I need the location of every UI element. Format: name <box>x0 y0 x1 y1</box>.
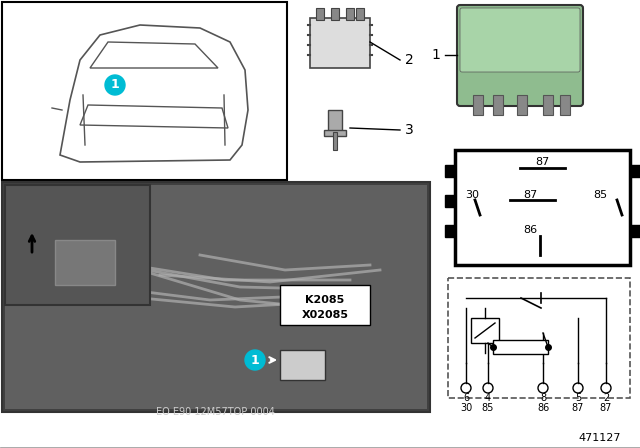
Bar <box>455 150 630 265</box>
Bar <box>445 195 455 207</box>
Text: 87: 87 <box>600 403 612 413</box>
Bar <box>471 318 499 343</box>
Bar <box>445 225 455 237</box>
Text: 4: 4 <box>485 393 491 403</box>
Bar <box>5 185 427 409</box>
FancyBboxPatch shape <box>460 8 580 72</box>
Bar <box>2 182 430 412</box>
Bar <box>316 8 324 20</box>
Circle shape <box>105 75 125 95</box>
Text: 87: 87 <box>535 157 549 167</box>
Bar <box>2 2 287 180</box>
Text: 2: 2 <box>603 393 609 403</box>
Text: 86: 86 <box>523 225 537 235</box>
Text: 30: 30 <box>460 403 472 413</box>
Text: 1: 1 <box>431 48 440 62</box>
Bar <box>448 278 630 398</box>
Bar <box>55 240 115 285</box>
Bar <box>445 165 455 177</box>
Text: K2085: K2085 <box>305 295 344 305</box>
Bar <box>331 8 339 20</box>
Text: 87: 87 <box>523 190 537 200</box>
Bar <box>560 95 570 115</box>
Text: EO E90 12M57TOP 0004: EO E90 12M57TOP 0004 <box>156 407 275 417</box>
Bar <box>310 18 370 68</box>
Bar <box>333 132 337 150</box>
Bar <box>493 340 548 354</box>
Bar <box>280 285 370 325</box>
Circle shape <box>245 350 265 370</box>
Bar <box>356 8 364 20</box>
Text: 3: 3 <box>405 123 413 137</box>
Bar <box>493 95 503 115</box>
Bar <box>473 95 483 115</box>
Text: 87: 87 <box>572 403 584 413</box>
Bar <box>5 185 150 305</box>
Text: 5: 5 <box>575 393 581 403</box>
Text: X02085: X02085 <box>301 310 349 320</box>
Text: 85: 85 <box>482 403 494 413</box>
Bar <box>517 95 527 115</box>
Text: 471127: 471127 <box>579 433 621 443</box>
Bar <box>280 350 325 380</box>
Bar <box>328 110 342 132</box>
Text: 1: 1 <box>251 353 259 366</box>
Text: 85: 85 <box>593 190 607 200</box>
FancyBboxPatch shape <box>457 5 583 106</box>
Text: 1: 1 <box>111 78 120 91</box>
Bar <box>346 8 354 20</box>
Text: 6: 6 <box>463 393 469 403</box>
Bar <box>630 165 640 177</box>
Bar <box>543 95 553 115</box>
Bar <box>324 130 346 136</box>
Text: 30: 30 <box>465 190 479 200</box>
Bar <box>630 225 640 237</box>
Text: 86: 86 <box>537 403 549 413</box>
Text: 2: 2 <box>405 53 413 67</box>
Text: 8: 8 <box>540 393 546 403</box>
